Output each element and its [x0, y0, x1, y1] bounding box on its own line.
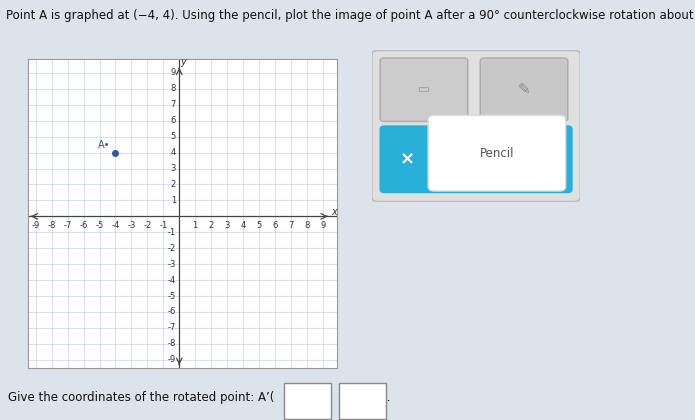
Text: -6: -6: [79, 221, 88, 230]
Text: Give the coordinates of the rotated point: A’(: Give the coordinates of the rotated poin…: [8, 391, 275, 404]
Text: -8: -8: [167, 339, 176, 348]
Text: ▭: ▭: [418, 83, 430, 96]
FancyBboxPatch shape: [380, 126, 572, 192]
FancyBboxPatch shape: [480, 58, 568, 121]
Text: 3: 3: [224, 221, 230, 230]
Text: -2: -2: [167, 244, 176, 253]
Text: -7: -7: [167, 323, 176, 333]
Text: Pencil: Pencil: [480, 147, 514, 160]
Text: 7: 7: [171, 100, 176, 109]
Text: -9: -9: [167, 355, 176, 364]
FancyBboxPatch shape: [428, 116, 566, 191]
Text: -5: -5: [167, 291, 176, 301]
Text: 1: 1: [171, 196, 176, 205]
Text: 9: 9: [171, 68, 176, 77]
Text: 6: 6: [272, 221, 277, 230]
Text: -4: -4: [111, 221, 120, 230]
Text: Point A is graphed at (−4, 4). Using the pencil, plot the image of point A after: Point A is graphed at (−4, 4). Using the…: [6, 9, 695, 22]
Text: 5: 5: [171, 132, 176, 141]
Text: 8: 8: [171, 84, 176, 93]
Text: 5: 5: [256, 221, 261, 230]
Text: 1: 1: [193, 221, 198, 230]
Text: 4: 4: [171, 148, 176, 157]
Text: 9: 9: [320, 221, 325, 230]
Text: -6: -6: [167, 307, 176, 317]
FancyBboxPatch shape: [372, 50, 580, 202]
Text: y: y: [181, 57, 186, 67]
Text: x: x: [331, 207, 337, 218]
Text: -3: -3: [127, 221, 136, 230]
Text: -2: -2: [143, 221, 152, 230]
Text: -1: -1: [167, 228, 176, 237]
Text: -9: -9: [32, 221, 40, 230]
Text: 2: 2: [171, 180, 176, 189]
Text: 6: 6: [171, 116, 176, 125]
Text: -3: -3: [167, 260, 176, 269]
Text: -1: -1: [159, 221, 167, 230]
Text: ,: ,: [327, 391, 331, 404]
Text: -8: -8: [47, 221, 56, 230]
Text: 4: 4: [240, 221, 245, 230]
FancyBboxPatch shape: [380, 58, 468, 121]
Text: ).: ).: [382, 391, 390, 404]
Text: ✎: ✎: [518, 82, 530, 97]
Text: 2: 2: [208, 221, 214, 230]
Text: -5: -5: [95, 221, 104, 230]
Text: -7: -7: [63, 221, 72, 230]
Text: -4: -4: [167, 276, 176, 285]
Text: 3: 3: [171, 164, 176, 173]
Text: A•: A•: [98, 140, 111, 150]
Text: 7: 7: [288, 221, 293, 230]
Text: ×: ×: [400, 150, 415, 168]
Text: 8: 8: [304, 221, 309, 230]
